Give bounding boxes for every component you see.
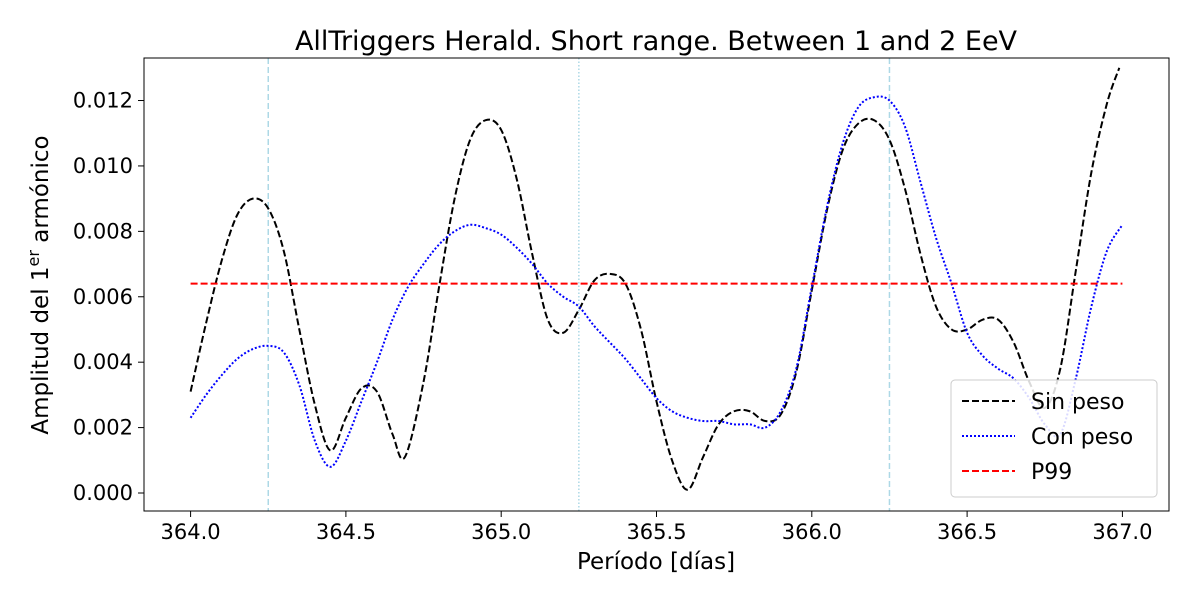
legend-label: Sin peso [1031,390,1124,415]
chart-title: AllTriggers Herald. Short range. Between… [295,26,1018,57]
y-tick-label: 0.012 [73,89,133,113]
x-tick-label: 365.0 [471,520,531,544]
series-line-sin-peso [189,67,1121,491]
y-tick-label: 0.002 [73,416,133,440]
series-lines [189,67,1124,491]
x-tick-label: 366.0 [782,520,842,544]
y-tick-label: 0.004 [73,350,133,374]
series-line-con-peso [189,95,1124,468]
y-axis-label: Amplitud del 1er armónico [24,135,55,434]
x-tick-label: 365.5 [626,520,686,544]
legend-label: Con peso [1031,425,1133,450]
x-tick-label: 366.5 [937,520,997,544]
x-tick-label: 364.0 [161,520,221,544]
x-tick-label: 367.0 [1092,520,1152,544]
legend: Sin peso Con peso P99 [950,379,1158,498]
y-axis-label-end: armónico [28,135,54,250]
x-axis: 364.0 364.5 365.0 365.5 366.0 366.5 367.0 [161,511,1152,544]
legend-box [950,379,1158,498]
y-tick-label: 0.010 [73,154,133,178]
x-axis-label: Período [días] [577,549,735,575]
y-axis-label-superscript: er [24,250,43,267]
y-tick-label: 0.008 [73,219,133,243]
y-axis-label-main: Amplitud del 1 [28,266,54,434]
legend-label: P99 [1031,460,1072,485]
y-tick-label: 0.000 [73,481,133,505]
x-tick-label: 364.5 [316,520,376,544]
y-axis: 0.000 0.002 0.004 0.006 0.008 0.010 0.012 [73,89,144,505]
y-tick-label: 0.006 [73,285,133,309]
reference-lines [267,58,891,511]
